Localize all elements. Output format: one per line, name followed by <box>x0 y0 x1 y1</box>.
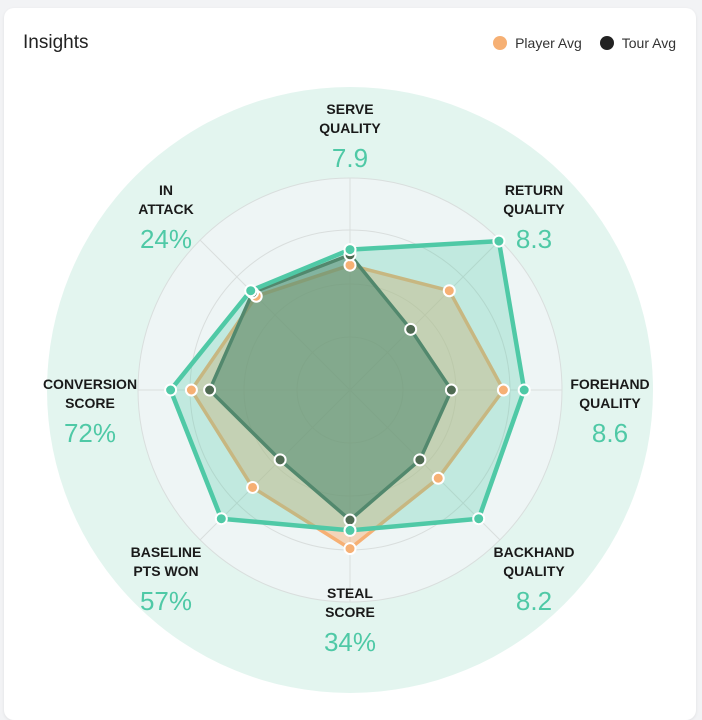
data-point-tour-5 <box>343 513 357 527</box>
data-point-player-5 <box>343 542 357 556</box>
legend-swatch-player <box>493 36 508 50</box>
data-point-highlight-3 <box>517 383 531 397</box>
axis-value-8: 24% <box>140 224 192 254</box>
axis-label-2-line-1: RETURN <box>505 182 563 198</box>
legend-swatch-tour <box>599 36 614 50</box>
data-point-player-3 <box>496 383 510 397</box>
axis-value-7: 72% <box>64 418 116 448</box>
legend-label-tour: Tour Avg <box>621 35 676 51</box>
data-point-tour-4 <box>413 453 427 467</box>
data-point-tour-2 <box>404 322 418 336</box>
axis-value-6: 57% <box>140 586 192 616</box>
data-point-highlight-4 <box>472 512 486 526</box>
axis-value-2: 8.3 <box>516 224 552 254</box>
data-point-tour-7 <box>203 383 217 397</box>
axis-label-8-line-2: ATTACK <box>138 201 193 217</box>
data-point-highlight-1 <box>343 243 357 257</box>
legend-item-player[interactable]: Player Avg <box>493 35 582 51</box>
data-point-player-4 <box>431 471 445 485</box>
axis-label-4-line-1: BACKHAND <box>494 544 575 560</box>
legend-label-player: Player Avg <box>515 35 582 51</box>
axis-label-1-line-1: SERVE <box>326 101 373 117</box>
legend: Player Avg Tour Avg <box>493 35 676 51</box>
data-point-highlight-6 <box>214 512 228 526</box>
axis-label-7-line-2: SCORE <box>65 395 115 411</box>
axis-value-4: 8.2 <box>516 586 552 616</box>
data-point-tour-6 <box>273 453 287 467</box>
axis-label-8-line-1: IN <box>159 182 173 198</box>
axis-value-1: 7.9 <box>332 143 368 173</box>
data-point-highlight-8 <box>244 284 258 298</box>
axis-label-6-line-2: PTS WON <box>133 563 198 579</box>
axis-label-5-line-2: SCORE <box>325 604 375 620</box>
legend-item-tour[interactable]: Tour Avg <box>599 35 676 51</box>
data-point-player-1 <box>343 258 357 272</box>
axis-label-5-line-1: STEAL <box>327 585 373 601</box>
data-point-player-2 <box>442 284 456 298</box>
axis-value-3: 8.6 <box>592 418 628 448</box>
axis-value-5: 34% <box>324 627 376 657</box>
data-point-highlight-7 <box>164 383 178 397</box>
data-point-player-6 <box>246 480 260 494</box>
axis-label-4-line-2: QUALITY <box>503 563 565 579</box>
axis-label-1-line-2: QUALITY <box>319 120 381 136</box>
data-point-tour-3 <box>444 383 458 397</box>
axis-label-2-line-2: QUALITY <box>503 201 565 217</box>
data-point-highlight-2 <box>492 234 506 248</box>
axis-label-7-line-1: CONVERSION <box>43 376 137 392</box>
data-point-player-7 <box>184 383 198 397</box>
card-title: Insights <box>23 32 89 53</box>
axis-label-6-line-1: BASELINE <box>131 544 202 560</box>
axis-label-3-line-2: QUALITY <box>579 395 641 411</box>
axis-label-3-line-1: FOREHAND <box>570 376 649 392</box>
data-point-highlight-5 <box>343 523 357 537</box>
